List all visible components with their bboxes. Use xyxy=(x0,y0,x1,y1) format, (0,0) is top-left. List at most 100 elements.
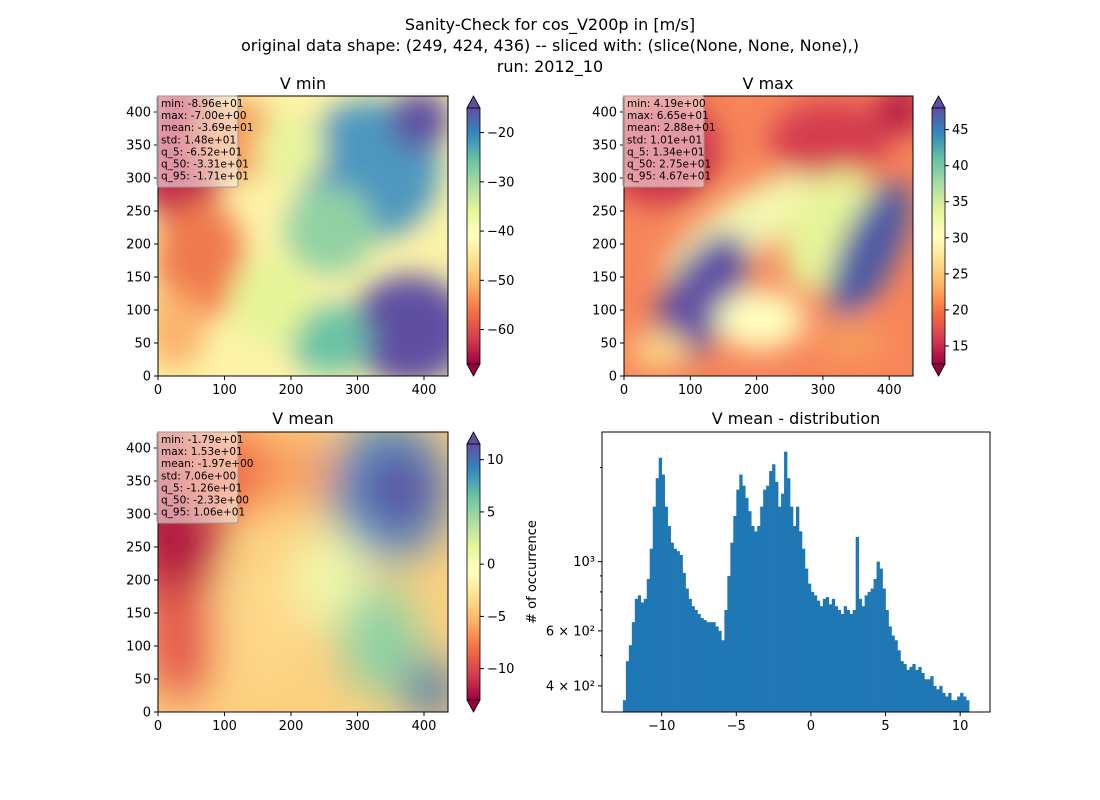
colorbar-v-max: 15 20 25 30 35 40 45 xyxy=(931,95,969,377)
colorbar-tick-label: 30 xyxy=(952,231,969,246)
histogram-bar xyxy=(760,506,764,712)
histogram-bar xyxy=(861,606,865,712)
y-tick-label: 250 xyxy=(126,541,151,556)
histogram-bar xyxy=(688,598,692,712)
stats-line: q_95: -1.71e+01 xyxy=(161,171,249,183)
stats-line: min: -8.96e+01 xyxy=(161,98,243,110)
histogram-bar xyxy=(694,609,698,712)
colorbar-extend-min xyxy=(466,699,481,713)
histogram-bar xyxy=(775,481,779,712)
histogram-bar xyxy=(721,640,725,712)
panel-title-v-max: V max xyxy=(743,74,794,93)
y-tick-label: 100 xyxy=(126,640,151,655)
y-tick-label: 200 xyxy=(126,574,151,589)
x-tick-label: 300 xyxy=(345,719,370,734)
histogram-bar xyxy=(637,595,642,712)
histogram-bar xyxy=(828,604,833,712)
y-tick-label: 400 xyxy=(126,106,151,121)
histogram-bar xyxy=(706,622,710,712)
colorbar-tick-label: 5 xyxy=(487,505,495,520)
histogram-bar xyxy=(661,474,665,712)
histogram-bar xyxy=(849,613,854,712)
y-tick-label: 250 xyxy=(592,205,617,220)
stats-line: min: 4.19e+00 xyxy=(627,98,706,110)
figure-title-line-3: run: 2012_10 xyxy=(497,57,603,77)
histogram-bar xyxy=(960,692,964,712)
y-tick-label: 300 xyxy=(126,508,151,523)
figure-title-line-1: Sanity-Check for cos_V200p in [m/s] xyxy=(405,15,695,35)
histogram-bar xyxy=(945,696,949,712)
histogram-bars xyxy=(622,451,970,712)
histogram-bar xyxy=(924,679,928,712)
histogram-bar xyxy=(796,506,800,712)
histogram-bar xyxy=(831,598,836,712)
histogram-bar xyxy=(667,526,671,712)
axes-frame-v-max xyxy=(623,95,914,377)
stats-line: q_95: 1.06e+01 xyxy=(161,507,245,519)
histogram-bar xyxy=(787,478,791,712)
y-tick-label: 200 xyxy=(592,238,617,253)
histogram-bar xyxy=(682,572,686,712)
histogram-bar xyxy=(864,595,868,712)
colorbar-tick-label: 45 xyxy=(952,123,969,138)
colorbar-extend-max xyxy=(931,95,946,109)
histogram-bar xyxy=(730,542,734,712)
colorbar-tick-label: −60 xyxy=(487,323,514,338)
stats-line: mean: -1.97e+00 xyxy=(161,458,253,470)
stats-line: mean: -3.69e+01 xyxy=(161,122,253,134)
histogram-bar xyxy=(658,457,662,712)
x-tick-label: −10 xyxy=(648,719,675,734)
colorbar-gradient xyxy=(466,443,481,701)
histogram-bar xyxy=(769,471,773,712)
histogram-bar xyxy=(798,531,803,712)
histogram-bar xyxy=(900,661,904,712)
histogram-bar xyxy=(903,664,907,712)
y-tick-label: 200 xyxy=(126,238,151,253)
histogram-bar xyxy=(840,613,845,712)
x-tick-label: 400 xyxy=(877,383,902,398)
y-tick-label: 10³ xyxy=(573,555,595,570)
colorbar-v-min: −60 −50 −40 −30 −20 xyxy=(466,95,514,377)
histogram-bar xyxy=(897,650,901,712)
x-tick-label: −5 xyxy=(727,719,746,734)
stats-line: q_50: 2.75e+01 xyxy=(627,159,711,171)
histogram-bar xyxy=(879,568,883,712)
histogram-bar xyxy=(846,609,851,712)
histogram-bar xyxy=(679,554,683,712)
stats-line: std: 1.48e+01 xyxy=(161,134,236,146)
histogram-bar xyxy=(733,515,737,712)
panel-v-min: V min 0 100 200 300 400 0 50 100 150 200 250 300 35… xyxy=(126,74,514,398)
stats-box-background xyxy=(622,95,705,188)
histogram-bar xyxy=(784,451,788,712)
y-tick-label: 400 xyxy=(592,106,617,121)
panel-title-distribution: V mean - distribution xyxy=(712,409,881,428)
panel-v-mean-distribution: V mean - distribution −10 −5 0 5 10 4 × 10² 6… xyxy=(525,409,991,734)
histogram-bar xyxy=(646,578,651,712)
stats-line: max: 1.53e+01 xyxy=(161,446,243,458)
histogram-bar xyxy=(670,542,674,712)
histogram-bar xyxy=(766,485,770,712)
y-tick-label: 350 xyxy=(126,475,151,490)
histogram-bar xyxy=(697,613,701,712)
figure-title: Sanity-Check for cos_V200p in [m/s] orig… xyxy=(241,15,859,77)
colorbar-tick-label: −40 xyxy=(487,225,514,240)
panel-v-mean: V mean 0 100 200 300 400 0501001502002503003… xyxy=(126,409,514,734)
y-tick-label: 350 xyxy=(592,139,617,154)
histogram-bar xyxy=(634,598,639,712)
stats-line: min: -1.79e+01 xyxy=(161,434,243,446)
histogram-bar xyxy=(891,635,895,712)
colorbar-gradient xyxy=(931,107,946,365)
histogram-bar xyxy=(867,591,871,712)
histogram-bar xyxy=(781,493,785,712)
histogram-bar xyxy=(948,692,952,712)
histogram-bar xyxy=(813,595,818,712)
histogram-bar xyxy=(876,561,880,712)
histogram-bar xyxy=(909,666,913,712)
panel-title-v-min: V min xyxy=(280,74,326,93)
y-tick-label: 400 xyxy=(126,442,151,457)
histogram-bar xyxy=(625,661,630,712)
colorbar-extend-max xyxy=(466,431,481,445)
